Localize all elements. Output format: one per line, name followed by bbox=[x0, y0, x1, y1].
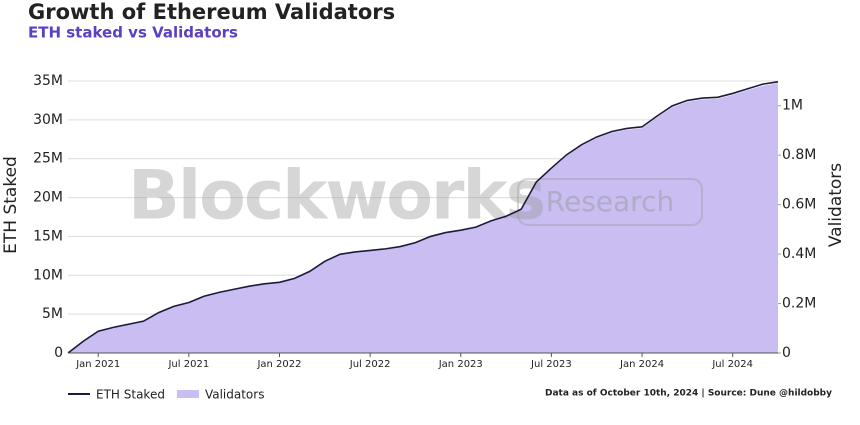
y2-tick-label: 1M bbox=[782, 98, 803, 114]
chart-title: Growth of Ethereum Validators bbox=[28, 0, 395, 24]
y-tick-label: 10M bbox=[33, 267, 63, 283]
watermark-box bbox=[517, 178, 703, 226]
y2-tick-label: 0.2M bbox=[782, 296, 816, 312]
watermark: Research bbox=[546, 185, 674, 218]
y-tick-label: 0 bbox=[54, 345, 63, 361]
x-tick-label: Jul 2024 bbox=[711, 359, 753, 370]
eth-staked-line bbox=[67, 80, 779, 354]
chart-subtitle: ETH staked vs Validators bbox=[28, 24, 238, 42]
y2-tick-label: 0.6M bbox=[782, 197, 816, 213]
y-tick-label: 35M bbox=[33, 73, 63, 89]
x-tick-label: Jul 2022 bbox=[349, 359, 391, 370]
y2-axis-title: Validators bbox=[826, 163, 846, 247]
source-note: Data as of October 10th, 2024 | Source: … bbox=[545, 389, 832, 399]
legend-swatch bbox=[176, 390, 199, 398]
x-tick-label: Jan 2024 bbox=[619, 359, 664, 370]
x-tick-label: Jul 2021 bbox=[167, 359, 209, 370]
y2-tick-label: 0.8M bbox=[782, 147, 816, 163]
x-tick-label: Jan 2021 bbox=[75, 359, 120, 370]
y-axis-title: ETH Staked bbox=[1, 156, 21, 254]
x-tick-label: Jan 2022 bbox=[256, 359, 301, 370]
y2-tick-label: 0 bbox=[782, 345, 791, 361]
x-tick-label: Jan 2023 bbox=[438, 359, 483, 370]
legend-label: ETH Staked bbox=[96, 388, 165, 402]
y2-tick-label: 0.4M bbox=[782, 246, 816, 262]
watermark: Blockworks bbox=[128, 157, 544, 236]
y-tick-label: 15M bbox=[33, 228, 63, 244]
y-tick-label: 5M bbox=[42, 306, 63, 322]
validators-area bbox=[68, 83, 778, 353]
y-tick-label: 20M bbox=[33, 190, 63, 206]
y-tick-label: 25M bbox=[33, 151, 63, 167]
y-tick-label: 30M bbox=[33, 112, 63, 128]
legend-label: Validators bbox=[205, 388, 265, 402]
x-tick-label: Jul 2023 bbox=[530, 359, 572, 370]
